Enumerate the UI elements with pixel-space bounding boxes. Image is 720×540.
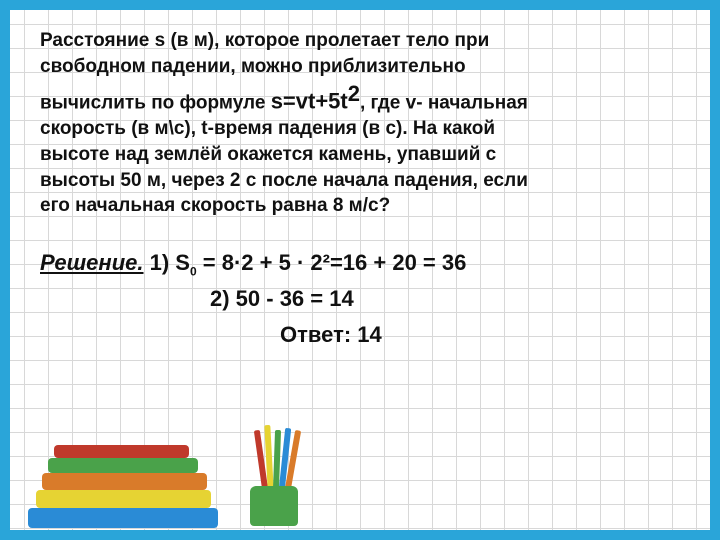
solution-answer: Ответ: 14 bbox=[40, 317, 680, 352]
frame-right bbox=[710, 0, 720, 540]
problem-text: Расстояние s (в м), которое пролетает те… bbox=[40, 28, 680, 219]
book-icon bbox=[28, 508, 218, 528]
problem-line-5: высоте над землёй окажется камень, упавш… bbox=[40, 144, 496, 165]
problem-line-3a: вычислить по формуле bbox=[40, 93, 271, 114]
solution-step1-sub: 0 bbox=[190, 264, 197, 278]
problem-line-2: свободном падении, можно приблизительно bbox=[40, 56, 466, 77]
frame-top bbox=[0, 0, 720, 10]
book-icon bbox=[42, 473, 207, 490]
solution-step1a: 1) S bbox=[144, 250, 190, 275]
book-icon bbox=[54, 445, 189, 458]
problem-line-3b: , где v- начальная bbox=[360, 93, 528, 114]
problem-line-4: скорость (в м\с), t-время падения (в с).… bbox=[40, 118, 495, 139]
solution-step2: 2) 50 - 36 = 14 bbox=[40, 281, 680, 316]
problem-line-1: Расстояние s (в м), которое пролетает те… bbox=[40, 30, 489, 51]
problem-formula: s=vt+5t bbox=[271, 89, 348, 114]
problem-line-7: его начальная скорость равна 8 м/с? bbox=[40, 195, 390, 216]
frame-bottom bbox=[0, 530, 720, 540]
book-icon bbox=[36, 490, 211, 508]
book-icon bbox=[48, 458, 198, 473]
books-illustration bbox=[18, 418, 338, 528]
problem-line-6: высоты 50 м, через 2 с после начала паде… bbox=[40, 170, 528, 191]
problem-formula-exp: 2 bbox=[348, 81, 360, 106]
solution-block: Решение. 1) S0 = 8·2 + 5 · 2²=16 + 20 = … bbox=[40, 245, 680, 352]
frame-left bbox=[0, 0, 10, 540]
solution-label: Решение. bbox=[40, 250, 144, 275]
solution-step1b: = 8·2 + 5 · 2²=16 + 20 = 36 bbox=[197, 250, 467, 275]
slide-content: Расстояние s (в м), которое пролетает те… bbox=[0, 0, 720, 362]
pencil-cup-icon bbox=[250, 486, 298, 526]
